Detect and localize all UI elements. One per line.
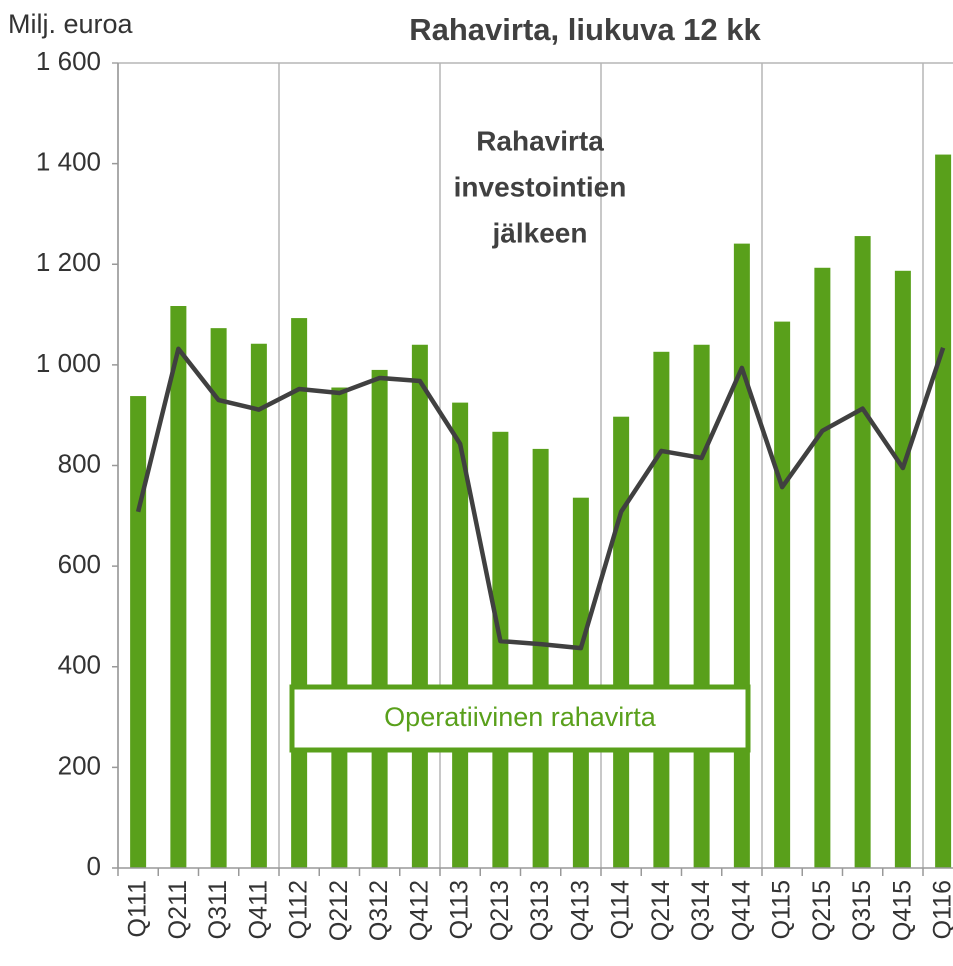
- bar: [532, 448, 549, 868]
- legend-line-label: jälkeen: [492, 217, 588, 248]
- bar: [814, 267, 831, 869]
- x-tick-label: Q414: [727, 880, 755, 941]
- y-tick-label: 1 400: [36, 147, 101, 177]
- y-tick-label: 1 200: [36, 247, 101, 277]
- bar: [613, 416, 630, 868]
- x-tick-label: Q413: [566, 880, 594, 941]
- x-tick-label: Q412: [405, 880, 433, 941]
- x-tick-label: Q315: [848, 880, 876, 941]
- legend-line-label: Rahavirta: [476, 125, 604, 156]
- bar: [733, 243, 750, 868]
- legend-bar-label: Operatiivinen rahavirta: [384, 702, 657, 732]
- x-tick-label: Q212: [325, 880, 353, 941]
- x-tick-label: Q311: [204, 880, 232, 939]
- bar: [411, 344, 428, 868]
- x-tick-label: Q411: [244, 880, 272, 939]
- bar: [250, 343, 267, 868]
- chart-title: Rahavirta, liukuva 12 kk: [409, 12, 761, 47]
- x-tick-label: Q213: [486, 880, 514, 941]
- x-tick-label: Q312: [365, 880, 393, 941]
- bar: [572, 497, 589, 868]
- bar: [210, 328, 227, 869]
- x-tick-label: Q314: [687, 880, 715, 941]
- bar: [371, 369, 388, 868]
- y-tick-label: 0: [87, 851, 101, 881]
- bar: [693, 344, 710, 868]
- x-tick-label: Q215: [808, 880, 836, 941]
- legend-line-label: investointien: [454, 171, 627, 202]
- x-tick-label: Q115: [768, 880, 796, 939]
- x-tick-label: Q313: [526, 880, 554, 941]
- bar: [291, 318, 308, 869]
- x-tick-label: Q415: [888, 880, 916, 941]
- x-tick-label: Q211: [164, 880, 192, 939]
- bar: [170, 306, 187, 868]
- y-axis-label: Milj. euroa: [8, 9, 134, 39]
- bar: [653, 351, 670, 868]
- bar: [854, 236, 871, 868]
- bar: [935, 154, 952, 869]
- legend-box: [289, 684, 751, 753]
- y-tick-label: 1 000: [36, 348, 101, 378]
- x-tick-label: Q113: [446, 880, 474, 939]
- y-tick-label: 400: [58, 650, 101, 680]
- y-tick-label: 800: [58, 448, 101, 478]
- y-tick-label: 1 600: [36, 46, 101, 76]
- bar: [331, 387, 348, 868]
- x-tick-label: Q116: [929, 880, 953, 939]
- bar: [130, 396, 147, 868]
- y-tick-label: 600: [58, 549, 101, 579]
- bar: [894, 270, 911, 868]
- x-tick-label: Q111: [124, 880, 152, 937]
- line: [135, 346, 946, 651]
- x-tick-label: Q112: [285, 880, 313, 939]
- bar: [492, 431, 509, 868]
- x-tick-label: Q214: [647, 880, 675, 941]
- x-tick-label: Q114: [607, 880, 635, 939]
- bar: [774, 321, 791, 868]
- y-tick-label: 200: [58, 750, 101, 780]
